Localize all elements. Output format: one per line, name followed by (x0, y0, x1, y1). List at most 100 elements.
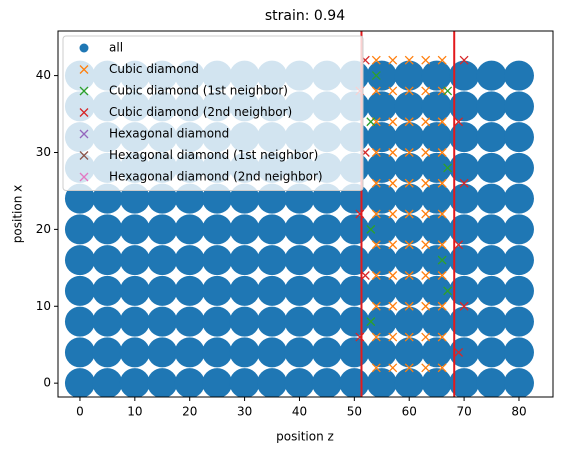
point (388, 240, 398, 250)
point (371, 209, 381, 219)
point (394, 152, 425, 183)
point (476, 91, 507, 122)
y-tick-label: 0 (43, 376, 51, 390)
point (421, 152, 452, 183)
point (284, 183, 315, 214)
point (284, 275, 315, 306)
point (174, 368, 205, 397)
point (284, 245, 315, 276)
point (437, 271, 447, 280)
point (119, 337, 150, 368)
point (371, 55, 381, 65)
point (394, 275, 425, 306)
point (503, 91, 534, 122)
point (92, 306, 123, 337)
point (229, 337, 260, 368)
point (64, 337, 95, 368)
point (366, 122, 397, 153)
y-tick-label: 40 (36, 68, 51, 82)
point (360, 271, 370, 280)
x-axis-label: position z (276, 430, 334, 444)
point (476, 183, 507, 214)
point (476, 214, 507, 245)
x-tick-label: 10 (127, 405, 142, 419)
point (92, 337, 123, 368)
point (388, 86, 398, 96)
point (284, 306, 315, 337)
point (366, 317, 376, 327)
point (503, 122, 534, 153)
point (64, 368, 95, 397)
point (437, 240, 447, 250)
point (388, 178, 398, 188)
point (476, 337, 507, 368)
point (371, 71, 381, 81)
point (503, 214, 534, 245)
point (404, 55, 414, 65)
point (366, 368, 397, 397)
point (449, 122, 480, 153)
point (476, 368, 507, 397)
point (449, 245, 480, 276)
point (437, 55, 447, 65)
point (437, 178, 447, 188)
point (371, 86, 381, 96)
point (503, 337, 534, 368)
x-tick-label: 30 (237, 405, 252, 419)
point (388, 148, 398, 157)
point (404, 240, 414, 250)
point (421, 332, 431, 342)
point (421, 271, 431, 280)
point (394, 368, 425, 397)
point (449, 183, 480, 214)
x-tick-label: 20 (182, 405, 197, 419)
point (421, 301, 431, 311)
point (92, 275, 123, 306)
point (388, 55, 398, 65)
x-tick-label: 0 (76, 405, 84, 419)
legend-marker (79, 129, 89, 139)
point (404, 271, 414, 280)
point (421, 91, 452, 122)
point (449, 152, 480, 183)
legend-label: Hexagonal diamond (1st neighbor) (109, 148, 318, 162)
point (503, 245, 534, 276)
point (257, 306, 288, 337)
point (454, 347, 464, 357)
point (257, 275, 288, 306)
point (229, 214, 260, 245)
point (257, 368, 288, 397)
point (257, 245, 288, 276)
plot-area (64, 55, 534, 397)
point (119, 214, 150, 245)
legend-marker (79, 86, 89, 96)
chart-title: strain: 0.94 (265, 8, 345, 24)
x-tick-label: 40 (292, 405, 307, 419)
point (339, 306, 370, 337)
legend-marker (79, 172, 89, 182)
point (147, 183, 178, 214)
point (366, 337, 397, 368)
x-tick-label: 70 (456, 405, 471, 419)
point (229, 183, 260, 214)
point (476, 245, 507, 276)
point (339, 214, 370, 245)
point (92, 183, 123, 214)
point (366, 275, 397, 306)
point (311, 214, 342, 245)
point (147, 214, 178, 245)
point (64, 214, 95, 245)
point (404, 148, 414, 157)
point (388, 271, 398, 280)
point (366, 60, 397, 91)
point (421, 306, 452, 337)
point (421, 214, 452, 245)
point (311, 337, 342, 368)
point (476, 122, 507, 153)
point (147, 368, 178, 397)
point (421, 117, 431, 127)
axes-frame (57, 30, 554, 398)
point (174, 306, 205, 337)
point (371, 271, 381, 280)
point (371, 363, 381, 373)
